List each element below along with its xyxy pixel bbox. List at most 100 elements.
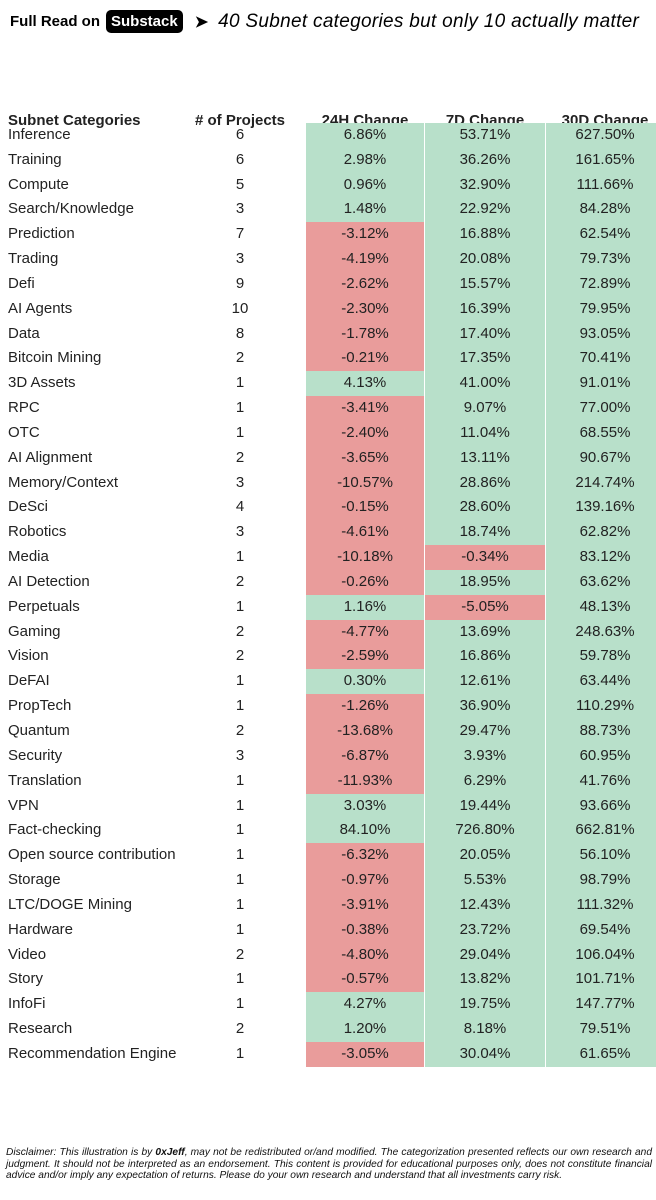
positive-cell-bg xyxy=(425,992,545,1018)
project-count: 1 xyxy=(235,399,245,417)
negative-cell-bg xyxy=(425,594,545,620)
change-value: -2.62% xyxy=(341,274,389,292)
change-value: 111.66% xyxy=(576,175,634,193)
change-value: 16.86% xyxy=(459,647,511,665)
change-value: 18.95% xyxy=(459,572,511,590)
change-value: 3.93% xyxy=(463,746,507,764)
negative-cell-bg xyxy=(306,321,424,347)
project-count: 7 xyxy=(235,225,245,243)
change-value: 12.61% xyxy=(459,672,511,690)
change-value: 68.55% xyxy=(579,423,631,441)
negative-cell-bg xyxy=(306,247,424,272)
positive-cell-bg xyxy=(306,594,424,620)
change-value: -11.93% xyxy=(337,771,393,789)
positive-cell-bg xyxy=(546,843,656,869)
positive-cell-bg xyxy=(546,669,656,695)
change-value: 1.16% xyxy=(343,597,387,615)
change-value: -4.61% xyxy=(341,523,389,541)
negative-cell-bg xyxy=(306,942,424,968)
negative-cell-bg xyxy=(425,545,545,570)
change-value: 18.74% xyxy=(459,523,511,541)
change-value: 91.01% xyxy=(579,374,631,392)
change-value: 16.88% xyxy=(459,225,511,243)
change-value: 29.47% xyxy=(459,722,511,739)
category-name: Compute xyxy=(8,175,69,193)
positive-cell-bg xyxy=(425,346,545,372)
positive-cell-bg xyxy=(546,271,656,297)
change-value: 30.04% xyxy=(459,1044,511,1062)
change-value: -10.18% xyxy=(337,548,393,566)
change-value: 62.82% xyxy=(579,523,631,541)
negative-cell-bg xyxy=(306,271,424,297)
change-value: 9.07% xyxy=(463,399,507,417)
change-value: 4.13% xyxy=(343,374,387,392)
change-value: 139.16% xyxy=(575,498,635,516)
category-name: Video xyxy=(8,945,47,963)
positive-cell-bg xyxy=(546,619,656,645)
change-value: 59.78% xyxy=(579,647,631,665)
change-value: -0.21% xyxy=(341,349,389,367)
project-count: 1 xyxy=(235,871,245,889)
change-value: 63.44% xyxy=(579,672,631,690)
negative-cell-bg xyxy=(306,917,424,943)
negative-cell-bg xyxy=(306,569,424,595)
category-name: Memory/Context xyxy=(8,473,119,491)
positive-cell-bg xyxy=(546,793,656,819)
project-count: 3 xyxy=(235,473,245,491)
brand-badge: Substack xyxy=(106,10,183,33)
disclaimer-text: Disclaimer: This illustration is by xyxy=(6,1147,156,1158)
positive-cell-bg xyxy=(425,868,545,893)
positive-cell-bg xyxy=(546,868,656,893)
category-name: Gaming xyxy=(8,622,61,640)
category-name: InfoFi xyxy=(8,995,46,1013)
change-value: -2.59% xyxy=(341,647,389,665)
category-name: Translation xyxy=(8,771,82,789)
change-value: -3.65% xyxy=(341,448,389,466)
positive-cell-bg xyxy=(306,793,424,819)
category-name: Data xyxy=(8,324,40,342)
change-value: 13.82% xyxy=(459,970,511,988)
change-value: -6.32% xyxy=(341,846,389,864)
positive-cell-bg xyxy=(425,818,545,844)
positive-cell-bg xyxy=(306,992,424,1018)
positive-cell-bg xyxy=(425,197,545,223)
project-count: 6 xyxy=(235,125,245,143)
change-value: 1.48% xyxy=(343,200,387,218)
change-value: -13.68% xyxy=(337,722,393,739)
change-value: -0.15% xyxy=(341,498,389,516)
change-value: 63.62% xyxy=(579,572,631,590)
positive-cell-bg xyxy=(306,669,424,695)
positive-cell-bg xyxy=(306,172,424,198)
positive-cell-bg xyxy=(546,371,656,397)
positive-cell-bg xyxy=(425,495,545,521)
change-value: -6.87% xyxy=(341,746,389,764)
change-value: 17.40% xyxy=(459,324,511,342)
category-name: Training xyxy=(8,150,62,168)
positive-cell-bg xyxy=(425,147,545,173)
positive-cell-bg xyxy=(425,1041,545,1067)
negative-cell-bg xyxy=(306,1041,424,1067)
category-name: LTC/DOGE Mining xyxy=(8,895,132,913)
positive-cell-bg xyxy=(546,147,656,173)
project-count: 2 xyxy=(235,647,245,665)
column-header: Subnet Categories xyxy=(8,112,141,129)
change-value: -3.41% xyxy=(341,399,389,417)
category-name: Story xyxy=(8,970,44,988)
positive-cell-bg xyxy=(425,694,545,719)
project-count: 3 xyxy=(235,200,245,218)
positive-cell-bg xyxy=(546,1041,656,1067)
change-value: 53.71% xyxy=(459,125,511,143)
category-name: AI Alignment xyxy=(8,448,93,466)
positive-cell-bg xyxy=(546,222,656,248)
change-value: 15.57% xyxy=(459,274,511,292)
category-name: DeSci xyxy=(8,498,49,516)
change-value: 93.66% xyxy=(579,796,631,814)
change-value: 248.63% xyxy=(575,622,635,640)
category-name: Inference xyxy=(8,125,71,143)
positive-cell-bg xyxy=(425,271,545,297)
project-count: 2 xyxy=(235,722,245,739)
positive-cell-bg xyxy=(546,644,656,670)
project-count: 1 xyxy=(235,995,245,1013)
change-value: 110.29% xyxy=(575,697,635,715)
positive-cell-bg xyxy=(546,743,656,769)
